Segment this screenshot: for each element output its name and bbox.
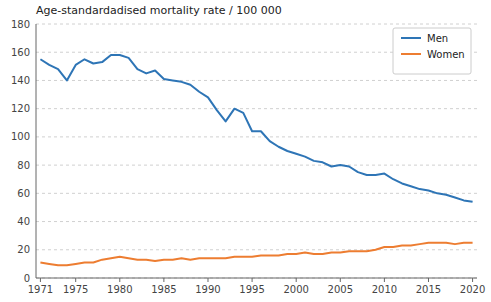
legend-box (393, 28, 471, 74)
x-tick-label: 2000 (283, 284, 308, 295)
y-tick-label: 80 (17, 160, 30, 171)
grid-line (36, 193, 477, 194)
x-tick-label: 2005 (328, 284, 353, 295)
legend-swatch (401, 53, 421, 55)
grid-line (36, 221, 477, 222)
x-tick (40, 278, 41, 282)
x-tick-label: 2010 (372, 284, 397, 295)
x-tick-label: 2015 (416, 284, 441, 295)
x-tick-label: 1971 (28, 284, 53, 295)
x-axis (36, 278, 477, 279)
x-tick (75, 278, 76, 282)
y-tick-label: 60 (17, 188, 30, 199)
x-tick-label: 1995 (239, 284, 264, 295)
grid-line (36, 249, 477, 250)
y-tick-label: 40 (17, 216, 30, 227)
x-tick (207, 278, 208, 282)
x-tick-label: 1985 (151, 284, 176, 295)
x-tick (252, 278, 253, 282)
line (40, 55, 472, 202)
title: Age-standardadised mortality rate / 100 … (36, 4, 282, 17)
x-tick (384, 278, 385, 282)
legend-label: Men (427, 33, 448, 44)
x-tick-label: 1975 (63, 284, 88, 295)
y-tick-label: 20 (17, 244, 30, 255)
y-tick-label: 180 (11, 19, 30, 30)
chart: Age-standardadised mortality rate / 100 … (0, 0, 491, 302)
y-tick-label: 140 (11, 75, 30, 86)
grid-line (36, 24, 477, 25)
x-tick (472, 278, 473, 282)
x-tick-label: 2020 (460, 284, 485, 295)
y-tick-label: 0 (24, 273, 30, 284)
x-tick (428, 278, 429, 282)
legend-label: Women (427, 49, 465, 60)
x-tick (296, 278, 297, 282)
x-tick (340, 278, 341, 282)
x-tick-label: 1990 (195, 284, 220, 295)
grid-line (36, 165, 477, 166)
x-tick (163, 278, 164, 282)
x-tick (119, 278, 120, 282)
legend-swatch (401, 37, 421, 39)
grid-line (36, 136, 477, 137)
y-tick-label: 120 (11, 103, 30, 114)
grid-line (36, 278, 477, 279)
y-axis (36, 24, 37, 278)
x-tick-label: 1980 (107, 284, 132, 295)
grid-line (36, 80, 477, 81)
y-tick-label: 100 (11, 131, 30, 142)
plot-area (40, 55, 472, 265)
y-tick-label: 160 (11, 47, 30, 58)
legend: Men Women (393, 28, 471, 74)
line (40, 243, 472, 266)
grid-line (36, 108, 477, 109)
